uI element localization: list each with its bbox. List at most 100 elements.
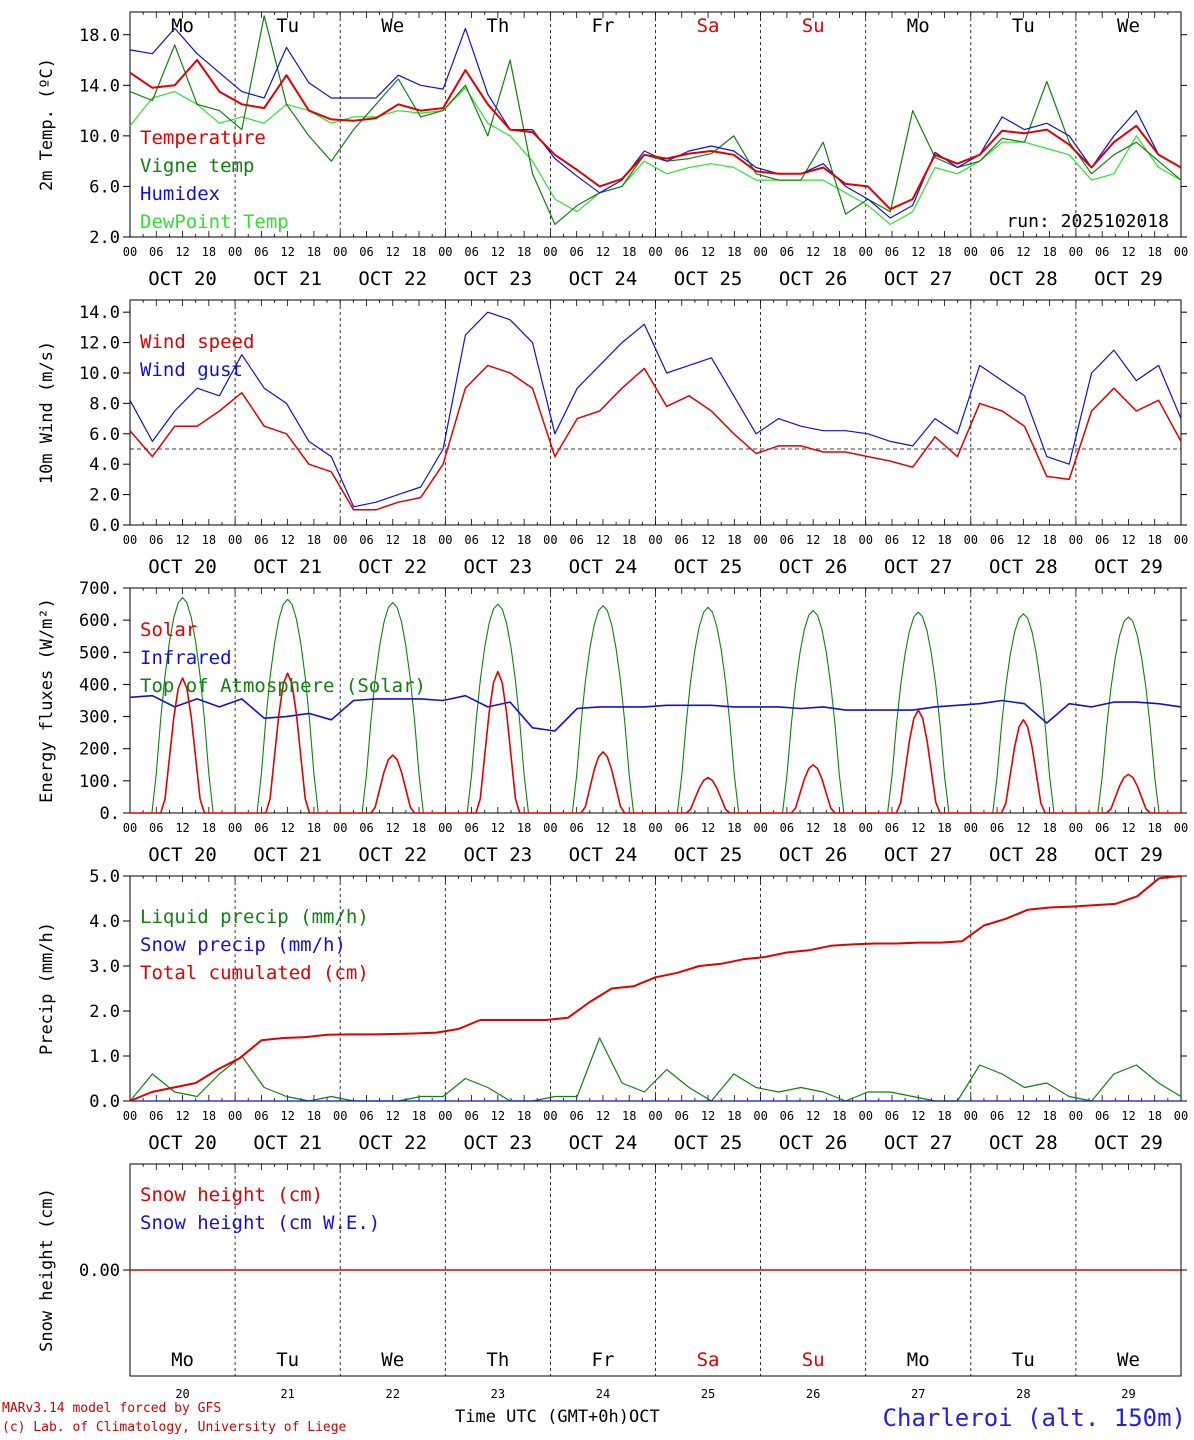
hour-tick-label: 18 [412,821,426,835]
hour-tick-label: 12 [806,1109,820,1123]
date-label: OCT 27 [884,556,953,578]
hour-tick-label: 06 [464,533,478,547]
legend-wind-speed: Wind speed [140,331,254,353]
date-label: OCT 28 [989,844,1058,866]
hour-tick-label: 06 [464,821,478,835]
hour-tick-label: 18 [727,821,741,835]
hour-tick-label: 00 [333,245,347,259]
day-number: 27 [911,1387,925,1401]
hour-tick-label: 12 [806,821,820,835]
station-label: Charleroi (alt. 150m) [882,1404,1186,1432]
hour-tick-label: 18 [202,821,216,835]
hour-tick-label: 06 [464,1109,478,1123]
hour-tick-label: 00 [753,821,767,835]
hour-tick-label: 18 [622,821,636,835]
hour-tick-label: 18 [1147,1109,1161,1123]
hour-tick-label: 00 [1174,1109,1188,1123]
hour-tick-label: 00 [753,245,767,259]
hour-tick-label: 00 [648,533,662,547]
hour-tick-label: 12 [491,1109,505,1123]
hour-tick-label: 12 [1016,821,1030,835]
day-name: Su [802,15,825,37]
hour-tick-label: 12 [1121,1109,1135,1123]
date-label: OCT 26 [779,556,848,578]
hour-tick-label: 06 [149,1109,163,1123]
hour-tick-label: 12 [491,245,505,259]
hour-tick-label: 06 [885,821,899,835]
hour-tick-label: 12 [1016,533,1030,547]
day-name: Mo [907,1349,930,1371]
day-number: 24 [596,1387,610,1401]
hour-tick-label: 00 [228,821,242,835]
hour-tick-label: 18 [622,1109,636,1123]
hour-tick-label: 00 [228,245,242,259]
hour-tick-label: 12 [701,533,715,547]
hour-tick-label: 12 [596,1109,610,1123]
date-label: OCT 23 [464,556,533,578]
y-tick-label: 0. [100,804,120,824]
day-name: Th [486,15,509,37]
day-number: 22 [386,1387,400,1401]
day-number: 29 [1121,1387,1135,1401]
hour-tick-label: 00 [964,245,978,259]
hour-tick-label: 06 [464,245,478,259]
date-label: OCT 28 [989,1132,1058,1154]
hour-tick-label: 00 [123,245,137,259]
legend-vigne-temp: Vigne temp [140,155,254,177]
hour-tick-label: 00 [333,533,347,547]
date-label: OCT 29 [1094,556,1163,578]
hour-tick-label: 12 [175,245,189,259]
hour-tick-label: 06 [254,821,268,835]
time-axis-text: Time UTC (GMT+0h) [455,1407,629,1427]
day-name: Tu [276,15,299,37]
date-label: OCT 24 [569,1132,638,1154]
day-name: We [381,1349,404,1371]
day-name: We [381,15,404,37]
date-label: OCT 22 [358,1132,427,1154]
legend-snow-height-cm: Snow height (cm) [140,1184,323,1206]
day-name: Sa [697,15,720,37]
y-axis-label: Precip (mm/h) [37,922,57,1055]
hour-tick-label: 18 [1042,245,1056,259]
hour-tick-label: 12 [491,533,505,547]
y-tick-label: 400. [79,675,120,695]
hour-tick-label: 12 [386,533,400,547]
hour-tick-label: 00 [228,533,242,547]
day-name: Mo [171,1349,194,1371]
day-name: Tu [1012,1349,1035,1371]
hour-tick-label: 12 [280,1109,294,1123]
hour-tick-label: 00 [543,245,557,259]
date-label: OCT 26 [779,268,848,290]
y-tick-label: 4.0 [89,455,120,475]
legend-snow-height-cm-w-e: Snow height (cm W.E.) [140,1212,380,1234]
hour-tick-label: 18 [622,245,636,259]
date-label: OCT 21 [253,556,322,578]
hour-tick-label: 06 [990,533,1004,547]
hour-tick-label: 06 [780,533,794,547]
hour-tick-label: 18 [1042,821,1056,835]
hour-tick-label: 06 [780,1109,794,1123]
date-label: OCT 20 [148,268,217,290]
hour-tick-label: 18 [517,1109,531,1123]
month-label: OCT [629,1407,660,1427]
hour-tick-label: 18 [1147,245,1161,259]
legend-humidex: Humidex [140,183,220,205]
hour-tick-label: 18 [622,533,636,547]
hour-tick-label: 06 [569,821,583,835]
hour-tick-label: 12 [701,821,715,835]
hour-tick-label: 12 [280,533,294,547]
legend-infrared: Infrared [140,647,232,669]
hour-tick-label: 06 [359,1109,373,1123]
hour-tick-label: 00 [228,1109,242,1123]
legend-liquid-precip-mm-h: Liquid precip (mm/h) [140,906,369,928]
hour-tick-label: 12 [911,533,925,547]
date-label: OCT 25 [674,844,743,866]
hour-tick-label: 06 [1095,245,1109,259]
legend-top-of-atmosphere-solar: Top of Atmosphere (Solar) [140,675,426,697]
hour-tick-label: 06 [780,821,794,835]
y-axis-label: Energy fluxes (W/m²) [37,598,57,803]
hour-tick-label: 06 [149,821,163,835]
hour-tick-label: 00 [1069,245,1083,259]
hour-tick-label: 00 [123,821,137,835]
